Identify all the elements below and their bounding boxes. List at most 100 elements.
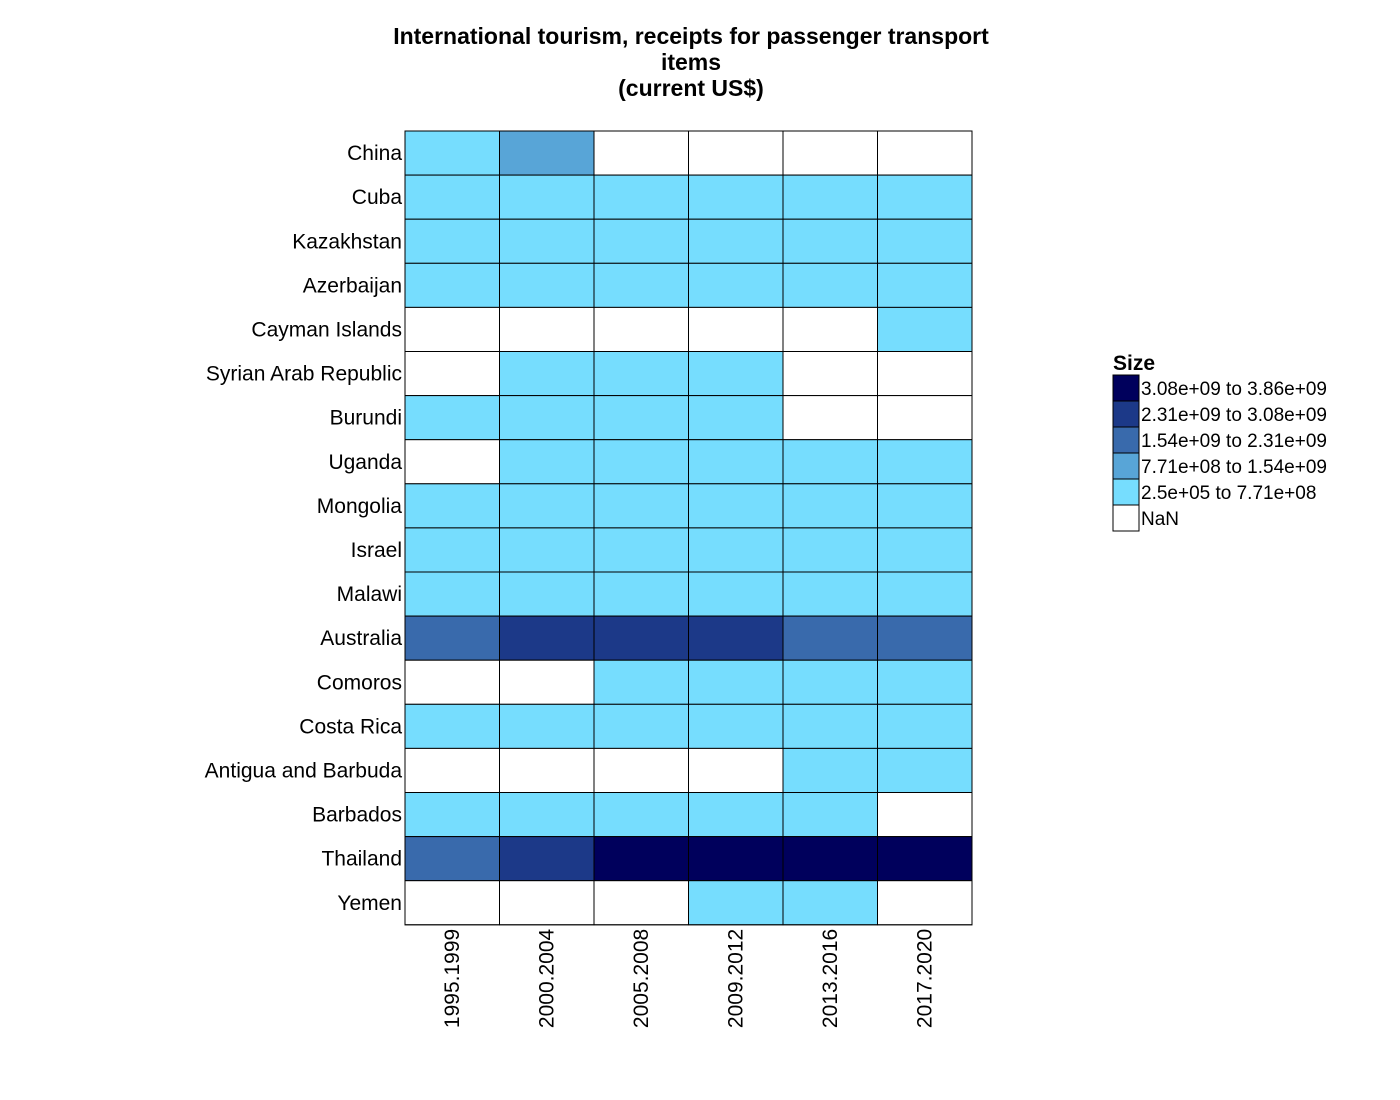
cell-antigua-and-barbuda-2005-2008	[593, 747, 689, 794]
chart-title-line-1: International tourism, receipts for pass…	[393, 23, 989, 49]
chart-title: International tourism, receipts for pass…	[393, 23, 989, 101]
cell-cayman-islands-2005-2008	[593, 306, 689, 352]
cell-yemen-2000-2004	[499, 880, 595, 926]
cell-kazakhstan-2013-2016	[782, 218, 878, 264]
cell-australia-2017-2020	[877, 615, 973, 661]
cell-costa-rica-2005-2008	[593, 703, 689, 749]
cell-burundi-2005-2008	[593, 395, 689, 441]
cell-israel-2009-2012	[688, 527, 784, 573]
cell-yemen-2009-2012	[688, 880, 784, 926]
cell-yemen-2005-2008	[593, 880, 689, 926]
cell-antigua-and-barbuda-2013-2016	[782, 747, 878, 794]
cell-syrian-arab-republic-2000-2004	[499, 351, 595, 397]
row-label-comoros: Comoros	[317, 671, 402, 694]
legend-swatch-6	[1112, 504, 1140, 532]
column-label-2017-2020: 2017.2020	[914, 929, 937, 1028]
row-label-cayman-islands: Cayman Islands	[251, 318, 402, 341]
cell-costa-rica-2013-2016	[782, 703, 878, 749]
cell-thailand-2000-2004	[499, 836, 595, 882]
cell-cayman-islands-2009-2012	[688, 306, 784, 352]
cell-barbados-2013-2016	[782, 792, 878, 838]
legend-label-4: 7.71e+08 to 1.54e+09	[1141, 457, 1327, 478]
cell-cuba-2013-2016	[782, 174, 878, 220]
cell-uganda-2009-2012	[688, 439, 784, 485]
cell-antigua-and-barbuda-1995-1999	[404, 747, 500, 794]
legend-swatch-4	[1112, 452, 1140, 480]
cell-china-2013-2016	[782, 130, 878, 176]
legend-label-6: NaN	[1141, 509, 1179, 530]
cell-mongolia-2017-2020	[877, 483, 973, 529]
row-label-china: China	[347, 142, 402, 165]
cell-azerbaijan-2005-2008	[593, 262, 689, 308]
cell-mongolia-2013-2016	[782, 483, 878, 529]
cell-burundi-1995-1999	[404, 395, 500, 441]
cell-kazakhstan-2017-2020	[877, 218, 973, 264]
row-label-uganda: Uganda	[328, 451, 402, 474]
column-label-2005-2008: 2005.2008	[630, 929, 653, 1028]
cell-barbados-2009-2012	[688, 792, 784, 838]
cell-syrian-arab-republic-2009-2012	[688, 351, 784, 397]
cell-yemen-2013-2016	[782, 880, 878, 926]
row-label-israel: Israel	[351, 539, 402, 562]
cell-malawi-2017-2020	[877, 571, 973, 617]
cell-comoros-2000-2004	[499, 659, 595, 705]
chart-title-line-2: items	[661, 49, 721, 75]
legend-swatch-3	[1112, 426, 1140, 454]
cell-kazakhstan-2000-2004	[499, 218, 595, 264]
cell-cuba-1995-1999	[404, 174, 500, 220]
cell-thailand-2005-2008	[593, 836, 689, 882]
legend: Size 3.08e+09 to 3.86e+09 2.31e+09 to 3.0…	[1112, 352, 1327, 532]
column-label-2009-2012: 2009.2012	[725, 929, 748, 1028]
cell-antigua-and-barbuda-2017-2020	[877, 747, 973, 794]
cell-australia-2005-2008	[593, 615, 689, 661]
cell-azerbaijan-2013-2016	[782, 262, 878, 308]
row-label-antigua-and-barbuda: Antigua and Barbuda	[205, 759, 403, 782]
cell-malawi-2000-2004	[499, 571, 595, 617]
cell-mongolia-2000-2004	[499, 483, 595, 529]
plot-border	[404, 130, 973, 926]
column-label-2000-2004: 2000.2004	[536, 928, 559, 1028]
cell-israel-2017-2020	[877, 527, 973, 573]
cell-barbados-2005-2008	[593, 792, 689, 838]
cell-burundi-2009-2012	[688, 395, 784, 441]
row-label-malawi: Malawi	[337, 583, 402, 606]
column-label-2013-2016: 2013.2016	[819, 929, 842, 1028]
cell-comoros-2005-2008	[593, 659, 689, 705]
heatmap-cells	[404, 130, 973, 926]
cell-azerbaijan-2017-2020	[877, 262, 973, 308]
cell-malawi-2005-2008	[593, 571, 689, 617]
row-label-australia: Australia	[320, 627, 402, 650]
cell-syrian-arab-republic-1995-1999	[404, 351, 500, 397]
cell-mongolia-2009-2012	[688, 483, 784, 529]
cell-kazakhstan-2005-2008	[593, 218, 689, 264]
row-label-burundi: Burundi	[330, 407, 402, 430]
cell-thailand-1995-1999	[404, 836, 500, 882]
row-label-azerbaijan: Azerbaijan	[303, 274, 402, 297]
row-labels: China Cuba Kazakhstan Azerbaijan Cayman Isla…	[205, 142, 403, 915]
cell-australia-2009-2012	[688, 615, 784, 661]
cell-mongolia-2005-2008	[593, 483, 689, 529]
cell-costa-rica-2009-2012	[688, 703, 784, 749]
cell-israel-2013-2016	[782, 527, 878, 573]
cell-mongolia-1995-1999	[404, 483, 500, 529]
cell-uganda-2005-2008	[593, 439, 689, 485]
cell-barbados-1995-1999	[404, 792, 500, 838]
cell-comoros-2009-2012	[688, 659, 784, 705]
cell-cayman-islands-1995-1999	[404, 306, 500, 352]
legend-label-2: 2.31e+09 to 3.08e+09	[1141, 405, 1327, 426]
cell-uganda-2013-2016	[782, 439, 878, 485]
cell-australia-2013-2016	[782, 615, 878, 661]
cell-azerbaijan-2009-2012	[688, 262, 784, 308]
legend-items: 3.08e+09 to 3.86e+09 2.31e+09 to 3.08e+09…	[1112, 374, 1327, 532]
row-label-barbados: Barbados	[312, 804, 402, 827]
column-labels: 1995.1999 2000.2004 2005.2008 2009.2012 2013…	[441, 928, 937, 1028]
cell-uganda-1995-1999	[404, 439, 500, 485]
cell-burundi-2013-2016	[782, 395, 878, 441]
cell-yemen-2017-2020	[877, 880, 973, 926]
cell-uganda-2000-2004	[499, 439, 595, 485]
cell-thailand-2017-2020	[877, 836, 973, 882]
cell-kazakhstan-2009-2012	[688, 218, 784, 264]
cell-barbados-2017-2020	[877, 792, 973, 838]
cell-china-2017-2020	[877, 130, 973, 176]
cell-israel-2005-2008	[593, 527, 689, 573]
